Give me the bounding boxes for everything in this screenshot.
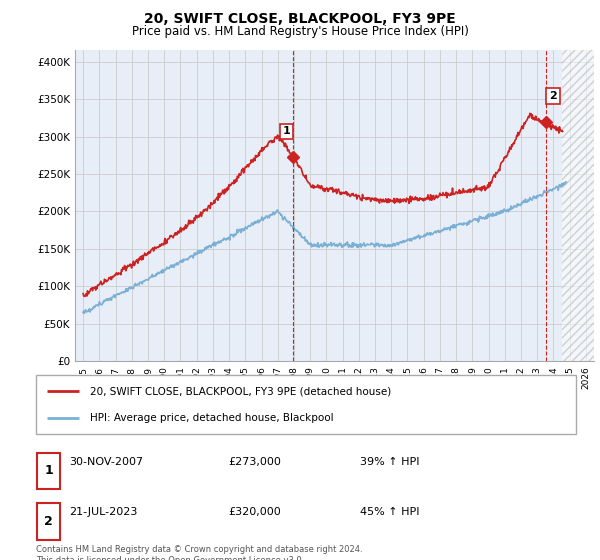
Text: Contains HM Land Registry data © Crown copyright and database right 2024.
This d: Contains HM Land Registry data © Crown c… <box>36 545 362 560</box>
Text: 20, SWIFT CLOSE, BLACKPOOL, FY3 9PE (detached house): 20, SWIFT CLOSE, BLACKPOOL, FY3 9PE (det… <box>90 386 391 396</box>
Bar <box>562 50 594 361</box>
Text: 1: 1 <box>283 126 290 136</box>
Text: 20, SWIFT CLOSE, BLACKPOOL, FY3 9PE: 20, SWIFT CLOSE, BLACKPOOL, FY3 9PE <box>144 12 456 26</box>
Text: Price paid vs. HM Land Registry's House Price Index (HPI): Price paid vs. HM Land Registry's House … <box>131 25 469 38</box>
FancyBboxPatch shape <box>37 503 60 539</box>
Text: 2: 2 <box>44 515 53 528</box>
Text: 30-NOV-2007: 30-NOV-2007 <box>69 457 143 467</box>
FancyBboxPatch shape <box>37 453 60 489</box>
FancyBboxPatch shape <box>36 375 576 434</box>
Text: 2: 2 <box>549 91 557 101</box>
Text: £273,000: £273,000 <box>228 457 281 467</box>
Text: 1: 1 <box>44 464 53 478</box>
Text: 45% ↑ HPI: 45% ↑ HPI <box>360 507 419 517</box>
Text: £320,000: £320,000 <box>228 507 281 517</box>
Text: 21-JUL-2023: 21-JUL-2023 <box>69 507 137 517</box>
Text: HPI: Average price, detached house, Blackpool: HPI: Average price, detached house, Blac… <box>90 413 334 423</box>
Text: 39% ↑ HPI: 39% ↑ HPI <box>360 457 419 467</box>
